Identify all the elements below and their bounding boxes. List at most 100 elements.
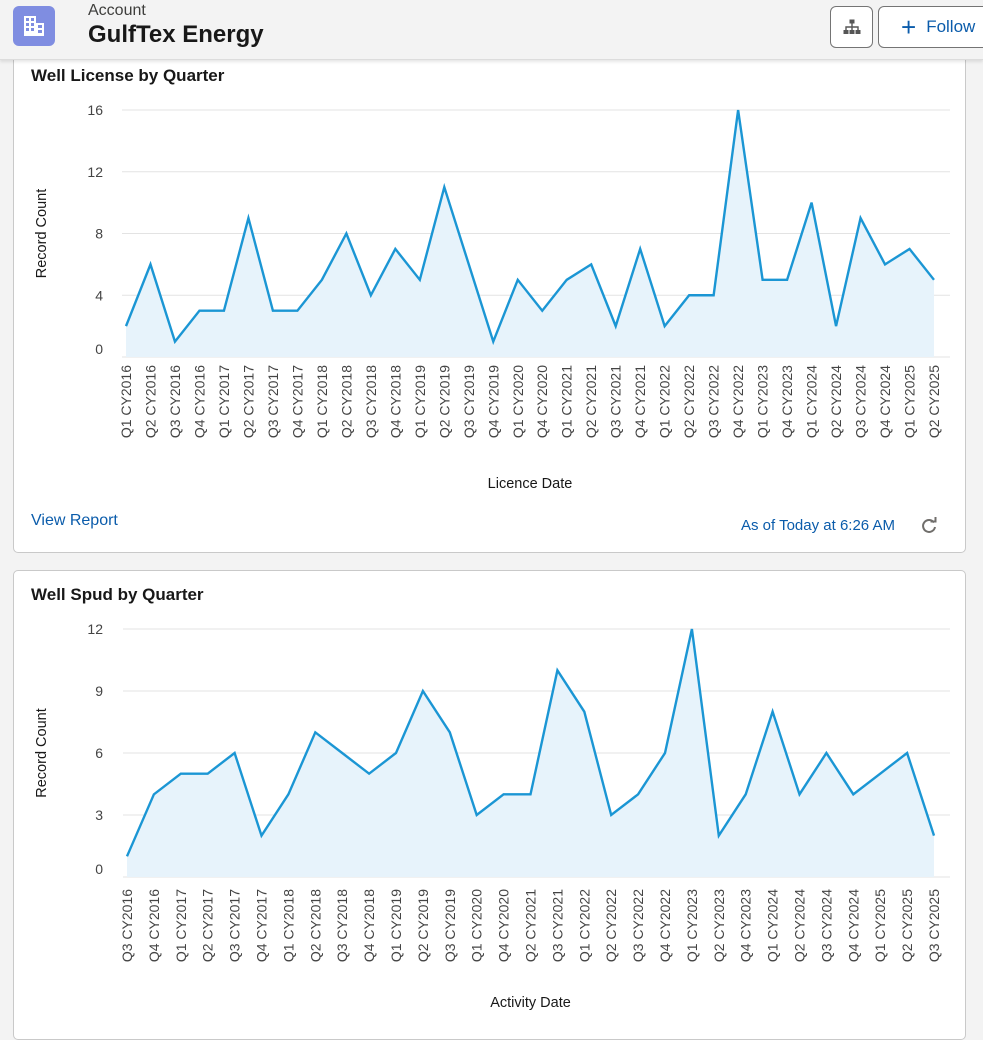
x-tick-label: Q4 CY2018 — [387, 365, 403, 438]
data-point[interactable] — [270, 308, 276, 314]
x-tick-label: Q3 CY2017 — [227, 889, 243, 962]
view-report-link[interactable]: View Report — [31, 512, 118, 529]
data-point[interactable] — [637, 246, 643, 252]
data-point[interactable] — [797, 791, 803, 797]
data-point[interactable] — [760, 277, 766, 283]
x-tick-label: Q4 CY2022 — [730, 365, 746, 438]
x-tick-label: Q1 CY2023 — [755, 365, 771, 438]
x-tick-label: Q1 CY2020 — [510, 365, 526, 438]
series-area — [126, 110, 934, 357]
x-tick-label: Q1 CY2023 — [684, 889, 700, 962]
data-point[interactable] — [196, 308, 202, 314]
x-tick-label: Q4 CY2023 — [779, 365, 795, 438]
data-point[interactable] — [319, 277, 325, 283]
data-point[interactable] — [823, 750, 829, 756]
x-tick-label: Q4 CY2021 — [632, 365, 648, 438]
data-point[interactable] — [858, 215, 864, 221]
x-tick-label: Q3 CY2025 — [926, 889, 942, 962]
data-point[interactable] — [784, 277, 790, 283]
data-point[interactable] — [735, 107, 741, 113]
y-tick-label: 12 — [87, 621, 103, 637]
data-point[interactable] — [312, 729, 318, 735]
data-point[interactable] — [539, 308, 545, 314]
data-point[interactable] — [716, 833, 722, 839]
data-point[interactable] — [343, 231, 349, 237]
y-tick-label: 8 — [95, 226, 103, 242]
x-tick-label: Q1 CY2019 — [388, 889, 404, 962]
data-point[interactable] — [366, 771, 372, 777]
data-point[interactable] — [259, 833, 265, 839]
data-point[interactable] — [907, 246, 913, 252]
data-point[interactable] — [528, 791, 534, 797]
data-point[interactable] — [178, 771, 184, 777]
x-tick-label: Q3 CY2017 — [265, 365, 281, 438]
data-point[interactable] — [686, 292, 692, 298]
y-tick-label: 3 — [95, 807, 103, 823]
data-point[interactable] — [931, 277, 937, 283]
x-tick-label: Q4 CY2020 — [534, 365, 550, 438]
data-point[interactable] — [581, 709, 587, 715]
data-point[interactable] — [232, 750, 238, 756]
data-point[interactable] — [931, 833, 937, 839]
x-tick-label: Q2 CY2024 — [828, 365, 844, 438]
x-tick-label: Q1 CY2021 — [559, 365, 575, 438]
follow-button[interactable]: + Follow — [878, 6, 983, 48]
x-tick-label: Q2 CY2024 — [792, 889, 808, 962]
x-tick-label: Q2 CY2018 — [307, 889, 323, 962]
data-point[interactable] — [151, 791, 157, 797]
x-tick-label: Q3 CY2024 — [853, 365, 869, 438]
y-tick-label: 0 — [95, 861, 103, 877]
data-point[interactable] — [368, 292, 374, 298]
data-point[interactable] — [850, 791, 856, 797]
view-hierarchy-button[interactable] — [830, 6, 873, 48]
data-point[interactable] — [285, 791, 291, 797]
data-point[interactable] — [588, 261, 594, 267]
data-point[interactable] — [393, 750, 399, 756]
data-point[interactable] — [123, 323, 129, 329]
data-point[interactable] — [205, 771, 211, 777]
data-point[interactable] — [554, 667, 560, 673]
data-point[interactable] — [294, 308, 300, 314]
data-point[interactable] — [501, 791, 507, 797]
x-tick-label: Q4 CY2017 — [289, 365, 305, 438]
data-point[interactable] — [662, 323, 668, 329]
data-point[interactable] — [417, 277, 423, 283]
data-point[interactable] — [447, 729, 453, 735]
x-tick-label: Q1 CY2017 — [216, 365, 232, 438]
data-point[interactable] — [441, 184, 447, 190]
data-point[interactable] — [474, 812, 480, 818]
data-point[interactable] — [833, 323, 839, 329]
x-tick-label: Q1 CY2025 — [902, 365, 918, 438]
data-point[interactable] — [392, 246, 398, 252]
data-point[interactable] — [635, 791, 641, 797]
data-point[interactable] — [515, 277, 521, 283]
data-point[interactable] — [466, 261, 472, 267]
data-point[interactable] — [711, 292, 717, 298]
x-tick-label: Q2 CY2025 — [899, 889, 915, 962]
data-point[interactable] — [662, 750, 668, 756]
data-point[interactable] — [172, 339, 178, 345]
data-point[interactable] — [743, 791, 749, 797]
data-point[interactable] — [420, 688, 426, 694]
data-point[interactable] — [689, 626, 695, 632]
data-point[interactable] — [770, 709, 776, 715]
x-tick-label: Q4 CY2023 — [738, 889, 754, 962]
x-tick-label: Q4 CY2016 — [146, 889, 162, 962]
x-tick-label: Q2 CY2021 — [583, 365, 599, 438]
x-tick-label: Q3 CY2018 — [363, 365, 379, 438]
data-point[interactable] — [809, 200, 815, 206]
data-point[interactable] — [124, 853, 130, 859]
data-point[interactable] — [221, 308, 227, 314]
data-point[interactable] — [245, 215, 251, 221]
x-tick-label: Q4 CY2018 — [361, 889, 377, 962]
data-point[interactable] — [564, 277, 570, 283]
data-point[interactable] — [490, 339, 496, 345]
data-point[interactable] — [339, 750, 345, 756]
data-point[interactable] — [904, 750, 910, 756]
data-point[interactable] — [882, 261, 888, 267]
data-point[interactable] — [608, 812, 614, 818]
data-point[interactable] — [613, 323, 619, 329]
data-point[interactable] — [147, 261, 153, 267]
refresh-icon[interactable] — [919, 516, 939, 536]
data-point[interactable] — [877, 771, 883, 777]
